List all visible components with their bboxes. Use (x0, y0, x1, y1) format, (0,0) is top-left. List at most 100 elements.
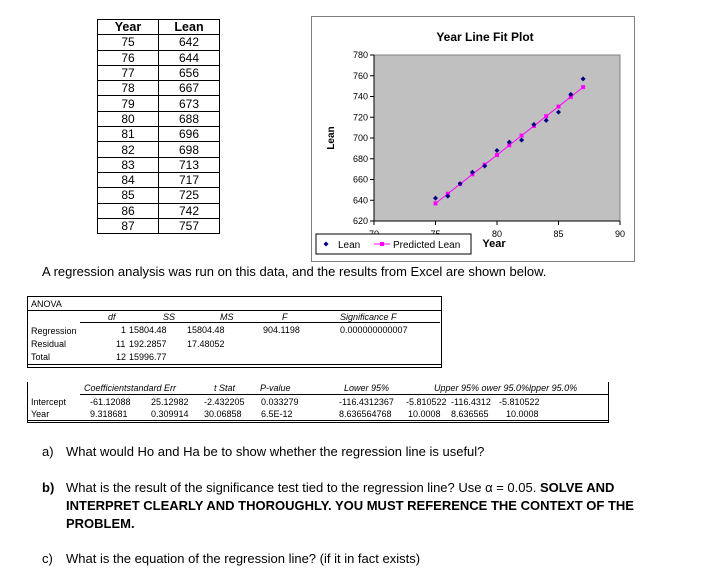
legend-lean-label: Lean (338, 240, 360, 251)
anova-cell: 12 (116, 352, 127, 362)
coef-cell: 8.636564768 (339, 409, 392, 419)
lean-cell: 696 (158, 126, 220, 143)
line-fit-chart: Year Line Fit Plot 620 640 660 680 700 720 740 7… (311, 16, 635, 262)
year-cell: 87 (97, 217, 159, 235)
year-cell: 80 (97, 110, 159, 128)
question-b-line1: What is the result of the significance t… (66, 479, 614, 497)
lean-cell: 698 (158, 141, 220, 158)
predicted-point (495, 153, 499, 158)
year-cell: 79 (97, 95, 159, 112)
question-c-text: What is the equation of the regression l… (66, 551, 421, 566)
anova-bottom-rule (28, 364, 441, 365)
lean-cell: 742 (158, 202, 220, 219)
table-row: 85 725 (97, 187, 220, 204)
coef-header-coef-se: Coefficientstandard Err (84, 383, 177, 393)
question-b-line3: PROBLEM. (66, 516, 135, 531)
anova-cell: 1 (121, 325, 127, 335)
coef-header-upper: Upper 95% ower 95.0%lpper 95.0% (434, 383, 578, 393)
table-row: 77 656 (97, 64, 220, 82)
y-tick-label: 720 (353, 112, 368, 122)
year-cell: 85 (97, 187, 159, 204)
x-tick-label: 90 (615, 229, 625, 239)
year-cell: 83 (97, 156, 159, 173)
legend-predicted-marker (380, 242, 384, 246)
anova-header-sig: Significance F (340, 312, 397, 322)
anova-title: ANOVA (31, 299, 62, 309)
legend-predicted-label: Predicted Lean (393, 240, 460, 251)
coef-cell: -2.432205 (204, 397, 245, 407)
lean-cell: 642 (158, 34, 220, 51)
coef-cell: 6.5E-12 (261, 409, 293, 419)
lean-cell: 644 (158, 49, 220, 66)
predicted-point (556, 104, 561, 109)
lean-point (445, 193, 451, 199)
table-header-row: Year Lean (97, 18, 220, 36)
lean-point (531, 122, 537, 128)
lean-point (506, 139, 512, 145)
anova-cell: 192.2857 (129, 339, 167, 349)
coef-cell: -5.810522 (406, 397, 447, 407)
coef-cell: 10.0008 (506, 409, 539, 419)
intro-sentence: A regression analysis was run on this da… (42, 264, 547, 279)
lean-point (433, 195, 438, 201)
x-axis-label: Year (482, 238, 506, 250)
lean-point (556, 109, 561, 115)
lean-cell: 757 (158, 217, 220, 235)
y-tick-label: 760 (353, 71, 368, 81)
anova-header-f: F (282, 312, 288, 322)
year-cell: 81 (97, 126, 159, 143)
lean-point (494, 147, 500, 153)
y-axis-label: Lean (326, 126, 337, 149)
anova-header-ms: MS (220, 312, 234, 322)
lean-point (568, 91, 574, 97)
lean-point (457, 181, 463, 187)
predicted-point (507, 143, 512, 148)
question-a-label: a) (42, 444, 54, 459)
table-row: 86 742 (97, 202, 220, 219)
coef-header-pvalue: P-value (260, 383, 291, 393)
coef-header-tstat: t Stat (214, 383, 236, 393)
lean-cell: 673 (158, 95, 220, 112)
question-b-line2: INTERPRET CLEARLY AND THOROUGHLY. YOU MU… (66, 498, 634, 513)
anova-header-ss: SS (163, 312, 176, 322)
coef-cell: 25.12982 (151, 397, 189, 407)
coef-cell: 8.636565 (451, 409, 489, 419)
lean-point (469, 169, 475, 175)
question-c-label: c) (42, 551, 53, 566)
predicted-point (581, 85, 586, 90)
coef-cell: -61.12088 (90, 397, 131, 407)
table-row: 79 673 (97, 95, 220, 112)
anova-divider (28, 310, 441, 311)
y-tick-label: 700 (353, 133, 368, 143)
table-row: 83 713 (97, 156, 220, 173)
lean-header: Lean (158, 18, 220, 36)
lean-point (543, 117, 549, 123)
coef-cell: 9.318681 (90, 409, 128, 419)
coef-bottom-rule (28, 420, 608, 421)
year-cell: 78 (97, 80, 159, 97)
x-tick-label: 85 (553, 229, 563, 239)
lean-cell: 713 (158, 156, 220, 173)
year-header: Year (97, 18, 159, 36)
predicted-point (433, 201, 438, 206)
table-row: 84 717 (97, 171, 220, 189)
y-tick-label: 640 (353, 195, 368, 205)
coef-cell: -116.4312367 (339, 397, 394, 407)
year-lean-table: Year Lean 75 642 76 644 77 656 78 667 79 673 80 688… (97, 18, 220, 235)
coef-header-lower: Lower 95% (344, 383, 390, 393)
plot-area (373, 54, 621, 222)
anova-cell: 0.000000000007 (340, 325, 408, 335)
coef-cell: 0.033279 (261, 397, 299, 407)
year-cell: 77 (97, 64, 159, 82)
y-tick-label: 740 (353, 92, 368, 102)
question-b-label: b) (42, 480, 55, 495)
predicted-point (544, 114, 549, 119)
y-tick-label: 620 (353, 216, 368, 226)
predicted-point (519, 133, 524, 138)
lean-point (482, 163, 488, 169)
coef-cell: -5.810522 (499, 397, 540, 407)
anova-cell: 17.48052 (187, 339, 225, 349)
coefficients-box: Coefficientstandard Err t Stat P-value L… (27, 382, 609, 423)
chart-svg: Year Line Fit Plot 620 640 660 680 700 720 740 7… (315, 30, 625, 255)
anova-cell: 15996.77 (129, 352, 167, 362)
